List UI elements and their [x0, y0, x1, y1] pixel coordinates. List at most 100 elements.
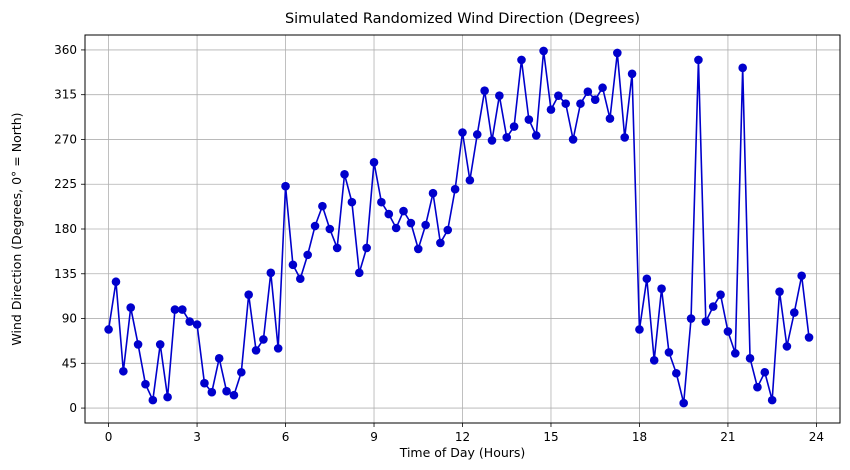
data-point: [804, 333, 814, 342]
data-point: [649, 356, 659, 365]
data-point: [281, 181, 290, 191]
data-point: [789, 308, 799, 317]
data-point: [214, 354, 224, 363]
data-point: [738, 63, 747, 73]
data-point: [708, 302, 718, 311]
data-point: [185, 317, 194, 326]
data-point: [421, 220, 430, 230]
data-point: [377, 197, 386, 207]
y-tick-label: 270: [54, 132, 77, 146]
y-tick-label: 315: [54, 88, 77, 102]
data-point: [119, 366, 128, 376]
data-point: [222, 386, 231, 396]
data-point: [207, 387, 217, 397]
y-axis-label: Wind Direction (Degrees, 0° = North): [9, 112, 24, 345]
data-point: [295, 274, 305, 284]
data-point: [767, 395, 777, 405]
data-point: [775, 287, 784, 296]
data-point: [369, 158, 379, 167]
data-point: [701, 317, 711, 326]
chart-title: Simulated Randomized Wind Direction (Deg…: [285, 11, 640, 27]
data-point: [192, 320, 202, 329]
x-axis-label: Time of Day (Hours): [399, 445, 526, 460]
data-point: [635, 325, 644, 334]
data-point: [509, 122, 519, 131]
data-point: [576, 99, 585, 108]
data-point: [568, 135, 578, 144]
data-point: [259, 335, 268, 344]
data-point: [694, 55, 703, 65]
data-point: [354, 268, 364, 278]
data-point: [723, 327, 733, 336]
x-tick-label: 18: [632, 430, 647, 444]
data-point: [170, 305, 180, 314]
data-point: [273, 344, 283, 353]
data-point: [760, 367, 770, 377]
data-point: [627, 69, 637, 79]
data-point: [104, 325, 113, 334]
data-point: [657, 284, 666, 293]
grid-lines: [85, 35, 840, 423]
y-tick-label: 360: [54, 43, 77, 57]
data-point: [495, 91, 504, 100]
data-point: [664, 348, 674, 357]
data-point: [244, 290, 253, 299]
data-point: [303, 250, 312, 260]
x-tick-label: 9: [370, 430, 378, 444]
data-point: [679, 398, 688, 408]
data-point: [672, 368, 681, 378]
y-tick-label: 0: [69, 401, 77, 415]
data-point: [797, 271, 806, 281]
data-point: [325, 224, 335, 234]
data-point: [531, 131, 541, 140]
data-point: [472, 130, 482, 139]
x-tick-label: 15: [543, 430, 558, 444]
x-tick-label: 21: [720, 430, 735, 444]
data-point: [524, 115, 534, 124]
data-point: [229, 390, 239, 400]
data-point: [332, 243, 342, 253]
data-point: [745, 354, 755, 363]
data-point: [310, 221, 320, 231]
data-point: [686, 314, 696, 323]
y-tick-label: 180: [54, 222, 77, 236]
data-point: [642, 274, 652, 284]
data-point: [155, 340, 165, 349]
data-point: [141, 379, 150, 389]
data-point: [782, 342, 792, 351]
y-tick-label: 225: [54, 177, 77, 191]
data-point: [458, 128, 467, 137]
data-point: [251, 346, 261, 355]
data-point: [753, 382, 762, 392]
data-point: [126, 303, 136, 312]
x-tick-label: 12: [455, 430, 470, 444]
data-point: [465, 175, 475, 185]
data-point: [731, 349, 740, 358]
data-point: [450, 184, 460, 194]
data-point: [716, 290, 725, 299]
data-point: [539, 46, 548, 56]
data-point: [178, 305, 187, 314]
data-point: [406, 218, 416, 228]
data-point: [605, 114, 615, 123]
data-point: [590, 95, 600, 104]
y-tick-label: 90: [62, 312, 77, 326]
data-point: [480, 86, 489, 96]
data-point: [413, 244, 423, 254]
x-tick-label: 3: [193, 430, 201, 444]
data-point: [288, 260, 298, 270]
axis-ticks: 0 3 6 9 12 15 18 21 24 0 45 90 135 180 225 270 315 360: [54, 43, 824, 444]
data-point: [148, 395, 158, 405]
x-tick-label: 24: [809, 430, 824, 444]
data-point: [443, 225, 453, 235]
data-point: [384, 209, 394, 219]
data-point: [391, 223, 401, 233]
data-point: [163, 392, 172, 402]
data-point: [200, 378, 209, 388]
data-point: [133, 340, 143, 349]
x-tick-label: 6: [282, 430, 290, 444]
data-series: [104, 46, 814, 408]
data-point: [487, 136, 497, 145]
x-tick-label: 0: [105, 430, 113, 444]
data-point: [340, 169, 349, 179]
